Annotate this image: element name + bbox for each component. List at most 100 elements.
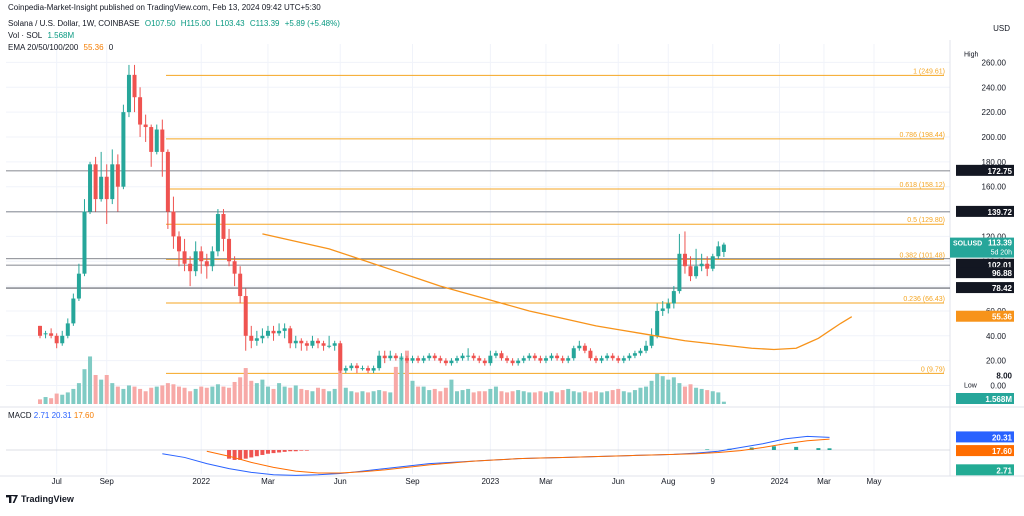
candle (143, 114, 148, 142)
candle (93, 156, 98, 212)
candle (271, 325, 276, 341)
fib-level-label: 0.5 (129.80) (907, 217, 945, 224)
candle (321, 340, 326, 351)
candle-body (594, 358, 598, 361)
macd-legend[interactable]: MACD 2.71 20.31 17.60 (8, 411, 94, 420)
macd-tag-line: 20.31 (992, 433, 1013, 442)
volume-bar (677, 383, 682, 404)
candle-body (271, 330, 276, 334)
candle-body (104, 176, 109, 200)
candle-body (249, 335, 254, 341)
volume-bar (582, 391, 587, 404)
volume-bar (371, 391, 376, 404)
volume-bar (349, 391, 354, 404)
candle-body (304, 343, 309, 346)
candle (582, 343, 587, 354)
volume-bar (638, 387, 643, 404)
candle-body (54, 335, 59, 344)
x-tick-label: May (866, 477, 881, 486)
candle-body (460, 355, 465, 359)
candle (60, 330, 65, 346)
volume-bar (93, 375, 98, 404)
candle-body (671, 291, 676, 304)
candle-body (477, 358, 482, 361)
volume-bar (543, 392, 548, 404)
volume-bar (88, 356, 93, 404)
candle (165, 149, 170, 229)
x-tick-label: 2024 (771, 477, 789, 486)
ema-legend[interactable]: EMA 20/50/100/200 55.36 0 (8, 43, 116, 52)
symbol-tag: SOLUSD (953, 241, 982, 248)
candle-body (716, 246, 721, 257)
candle (610, 353, 615, 361)
candle (660, 301, 665, 316)
candle-body (510, 360, 515, 364)
macd-histogram-bar (827, 448, 832, 450)
volume-bar (549, 391, 554, 404)
candle-body (416, 358, 421, 361)
candle-body (199, 251, 204, 262)
candle (605, 353, 610, 361)
tradingview-logo[interactable]: TradingView (6, 494, 74, 504)
countdown-tag: 5d 20h (991, 250, 1013, 257)
volume-bar (649, 380, 654, 404)
volume-bar (82, 369, 87, 404)
candle-body (532, 355, 537, 359)
volume-bar (132, 386, 137, 404)
volume-bar (204, 387, 209, 404)
candle-body (666, 303, 671, 309)
level-tag-78-bg (956, 282, 1014, 294)
volume-legend[interactable]: Vol · SOL 1.568M (8, 31, 77, 40)
candle (460, 353, 465, 361)
symbol-title[interactable]: Solana / U.S. Dollar, 1W, COINBASE (8, 19, 140, 28)
volume-bar (688, 384, 693, 404)
macd-histogram-bar (227, 450, 232, 459)
candle (182, 238, 187, 272)
volume-bar (316, 387, 320, 404)
candle-body (432, 355, 437, 359)
candle-body (193, 251, 198, 272)
candle (655, 303, 660, 339)
candle-body (143, 124, 148, 128)
candle (343, 365, 348, 374)
candle (227, 228, 232, 267)
volume-bar (249, 380, 254, 404)
volume-bar (377, 390, 382, 404)
candle-body (260, 335, 265, 339)
candle (171, 196, 176, 249)
candle (538, 355, 543, 364)
candle (682, 231, 687, 274)
candle-body (60, 335, 65, 344)
candle (221, 209, 226, 252)
volume-bar (699, 388, 704, 404)
candle-body (215, 214, 220, 252)
fib-level-label: 0.618 (158.12) (899, 182, 945, 189)
volume-bar (154, 386, 159, 404)
candle-body (76, 273, 81, 299)
macd-histogram-bar (299, 450, 304, 451)
volume-bar (499, 391, 504, 404)
volume-bar (260, 379, 265, 404)
candle-body (421, 358, 426, 361)
macd-tag-hist: 2.71 (996, 466, 1012, 475)
y-tick-label: 20.00 (986, 357, 1007, 366)
fib-level-label: 0.382 (101.48) (899, 252, 945, 259)
volume-bar (182, 387, 187, 404)
level-tag-139-bg (956, 205, 1014, 217)
macd-histogram-bar (254, 450, 259, 457)
volume-bar (382, 391, 387, 404)
candle-body (321, 343, 326, 346)
candle (388, 350, 393, 361)
candle-body (471, 355, 476, 359)
candle-body (299, 340, 304, 344)
volume-bar (254, 383, 259, 404)
candle-body (399, 358, 404, 360)
candle (138, 87, 143, 137)
candle-body (621, 358, 626, 361)
macd-histogram-bar (260, 450, 265, 455)
currency-label[interactable]: USD (993, 24, 1010, 33)
candle-body (682, 253, 687, 267)
x-tick-label: 2023 (481, 477, 499, 486)
